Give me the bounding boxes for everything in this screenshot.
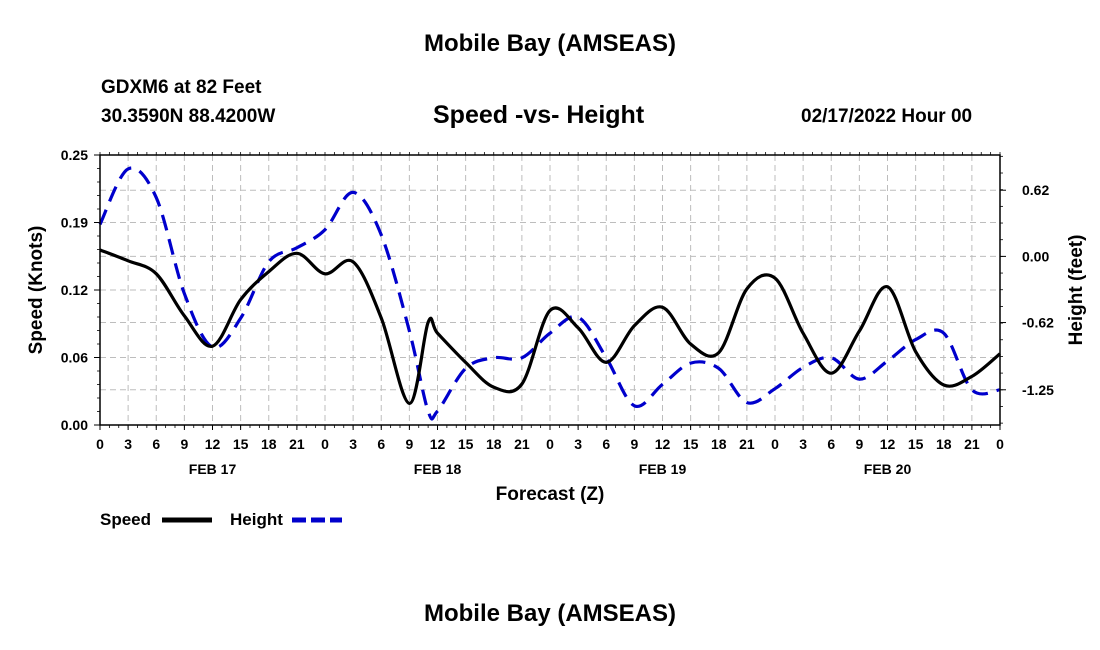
forecast-date: 02/17/2022 Hour 00 — [801, 106, 973, 127]
x-tick-label: 9 — [630, 436, 638, 452]
x-tick-label: 3 — [799, 436, 807, 452]
y-axis-label: Speed (Knots) — [26, 226, 47, 355]
legend-height-label: Height — [230, 510, 283, 529]
x-tick-label: 9 — [180, 436, 188, 452]
x-tick-label: 6 — [377, 436, 385, 452]
legend-speed-label: Speed — [100, 510, 151, 529]
day-label: FEB 19 — [639, 461, 687, 477]
x-tick-label: 18 — [261, 436, 277, 452]
legend: Speed Height — [100, 510, 342, 529]
x-tick-label: 0 — [996, 436, 1004, 452]
x-tick-label: 0 — [96, 436, 104, 452]
y-tick-label: 0.25 — [61, 147, 88, 163]
x-tick-label: 15 — [683, 436, 699, 452]
x-tick-label: 9 — [855, 436, 863, 452]
chart-subtitle: Speed -vs- Height — [433, 101, 645, 129]
x-tick-label: 0 — [771, 436, 779, 452]
x-tick-label: 12 — [205, 436, 221, 452]
x-tick-label: 21 — [964, 436, 980, 452]
x-tick-label: 3 — [574, 436, 582, 452]
y2-tick-label: -0.62 — [1022, 315, 1054, 331]
plot-frame — [99, 154, 1001, 426]
day-label: FEB 20 — [864, 461, 912, 477]
day-label: FEB 18 — [414, 461, 462, 477]
y-tick-label: 0.12 — [61, 282, 88, 298]
y2-tick-label: 0.62 — [1022, 182, 1049, 198]
data-series — [98, 166, 1002, 421]
station-label: GDXM6 at 82 Feet — [101, 77, 262, 98]
x-tick-label: 9 — [405, 436, 413, 452]
x-tick-label: 15 — [458, 436, 474, 452]
x-tick-label: 3 — [124, 436, 132, 452]
x-tick-label: 0 — [546, 436, 554, 452]
x-tick-label: 18 — [711, 436, 727, 452]
x-tick-label: 15 — [908, 436, 924, 452]
coordinates-label: 30.3590N 88.4200W — [101, 106, 276, 127]
x-tick-label: 6 — [152, 436, 160, 452]
x-axis-ticks: 0 3 6 9 12 15 18 21 0 3 6 9 12 15 18 21 0 3 6 9 12 15 18 21 0 3 6 9… — [96, 152, 1004, 477]
x-tick-label: 21 — [289, 436, 305, 452]
x-tick-label: 12 — [880, 436, 896, 452]
footer-title: Mobile Bay (AMSEAS) — [423, 600, 677, 627]
y2-tick-label: 0.00 — [1022, 248, 1049, 264]
chart-title: Mobile Bay (AMSEAS) — [423, 30, 677, 57]
x-tick-label: 3 — [349, 436, 357, 452]
x-tick-label: 21 — [514, 436, 530, 452]
y-tick-label: 0.06 — [61, 350, 88, 366]
grid-lines — [100, 155, 1000, 425]
series-line-height — [98, 166, 1001, 421]
x-tick-label: 18 — [936, 436, 952, 452]
x-tick-label: 15 — [233, 436, 249, 452]
y-tick-label: 0.00 — [61, 417, 88, 433]
series-line-speed — [99, 248, 1002, 406]
y-axis-ticks: 0.25 0.19 0.12 0.06 0.00 0.62 0.00 -0.62 -1.25 — [61, 147, 1054, 433]
y2-tick-label: -1.25 — [1022, 382, 1054, 398]
y-tick-label: 0.19 — [61, 215, 88, 231]
x-tick-label: 12 — [430, 436, 446, 452]
x-axis-label: Forecast (Z) — [496, 484, 605, 505]
x-tick-label: 6 — [827, 436, 835, 452]
x-tick-label: 6 — [602, 436, 610, 452]
y2-axis-label: Height (feet) — [1066, 235, 1087, 346]
x-tick-label: 21 — [739, 436, 755, 452]
x-tick-label: 12 — [655, 436, 671, 452]
x-tick-label: 18 — [486, 436, 502, 452]
x-tick-label: 0 — [321, 436, 329, 452]
day-label: FEB 17 — [189, 461, 237, 477]
